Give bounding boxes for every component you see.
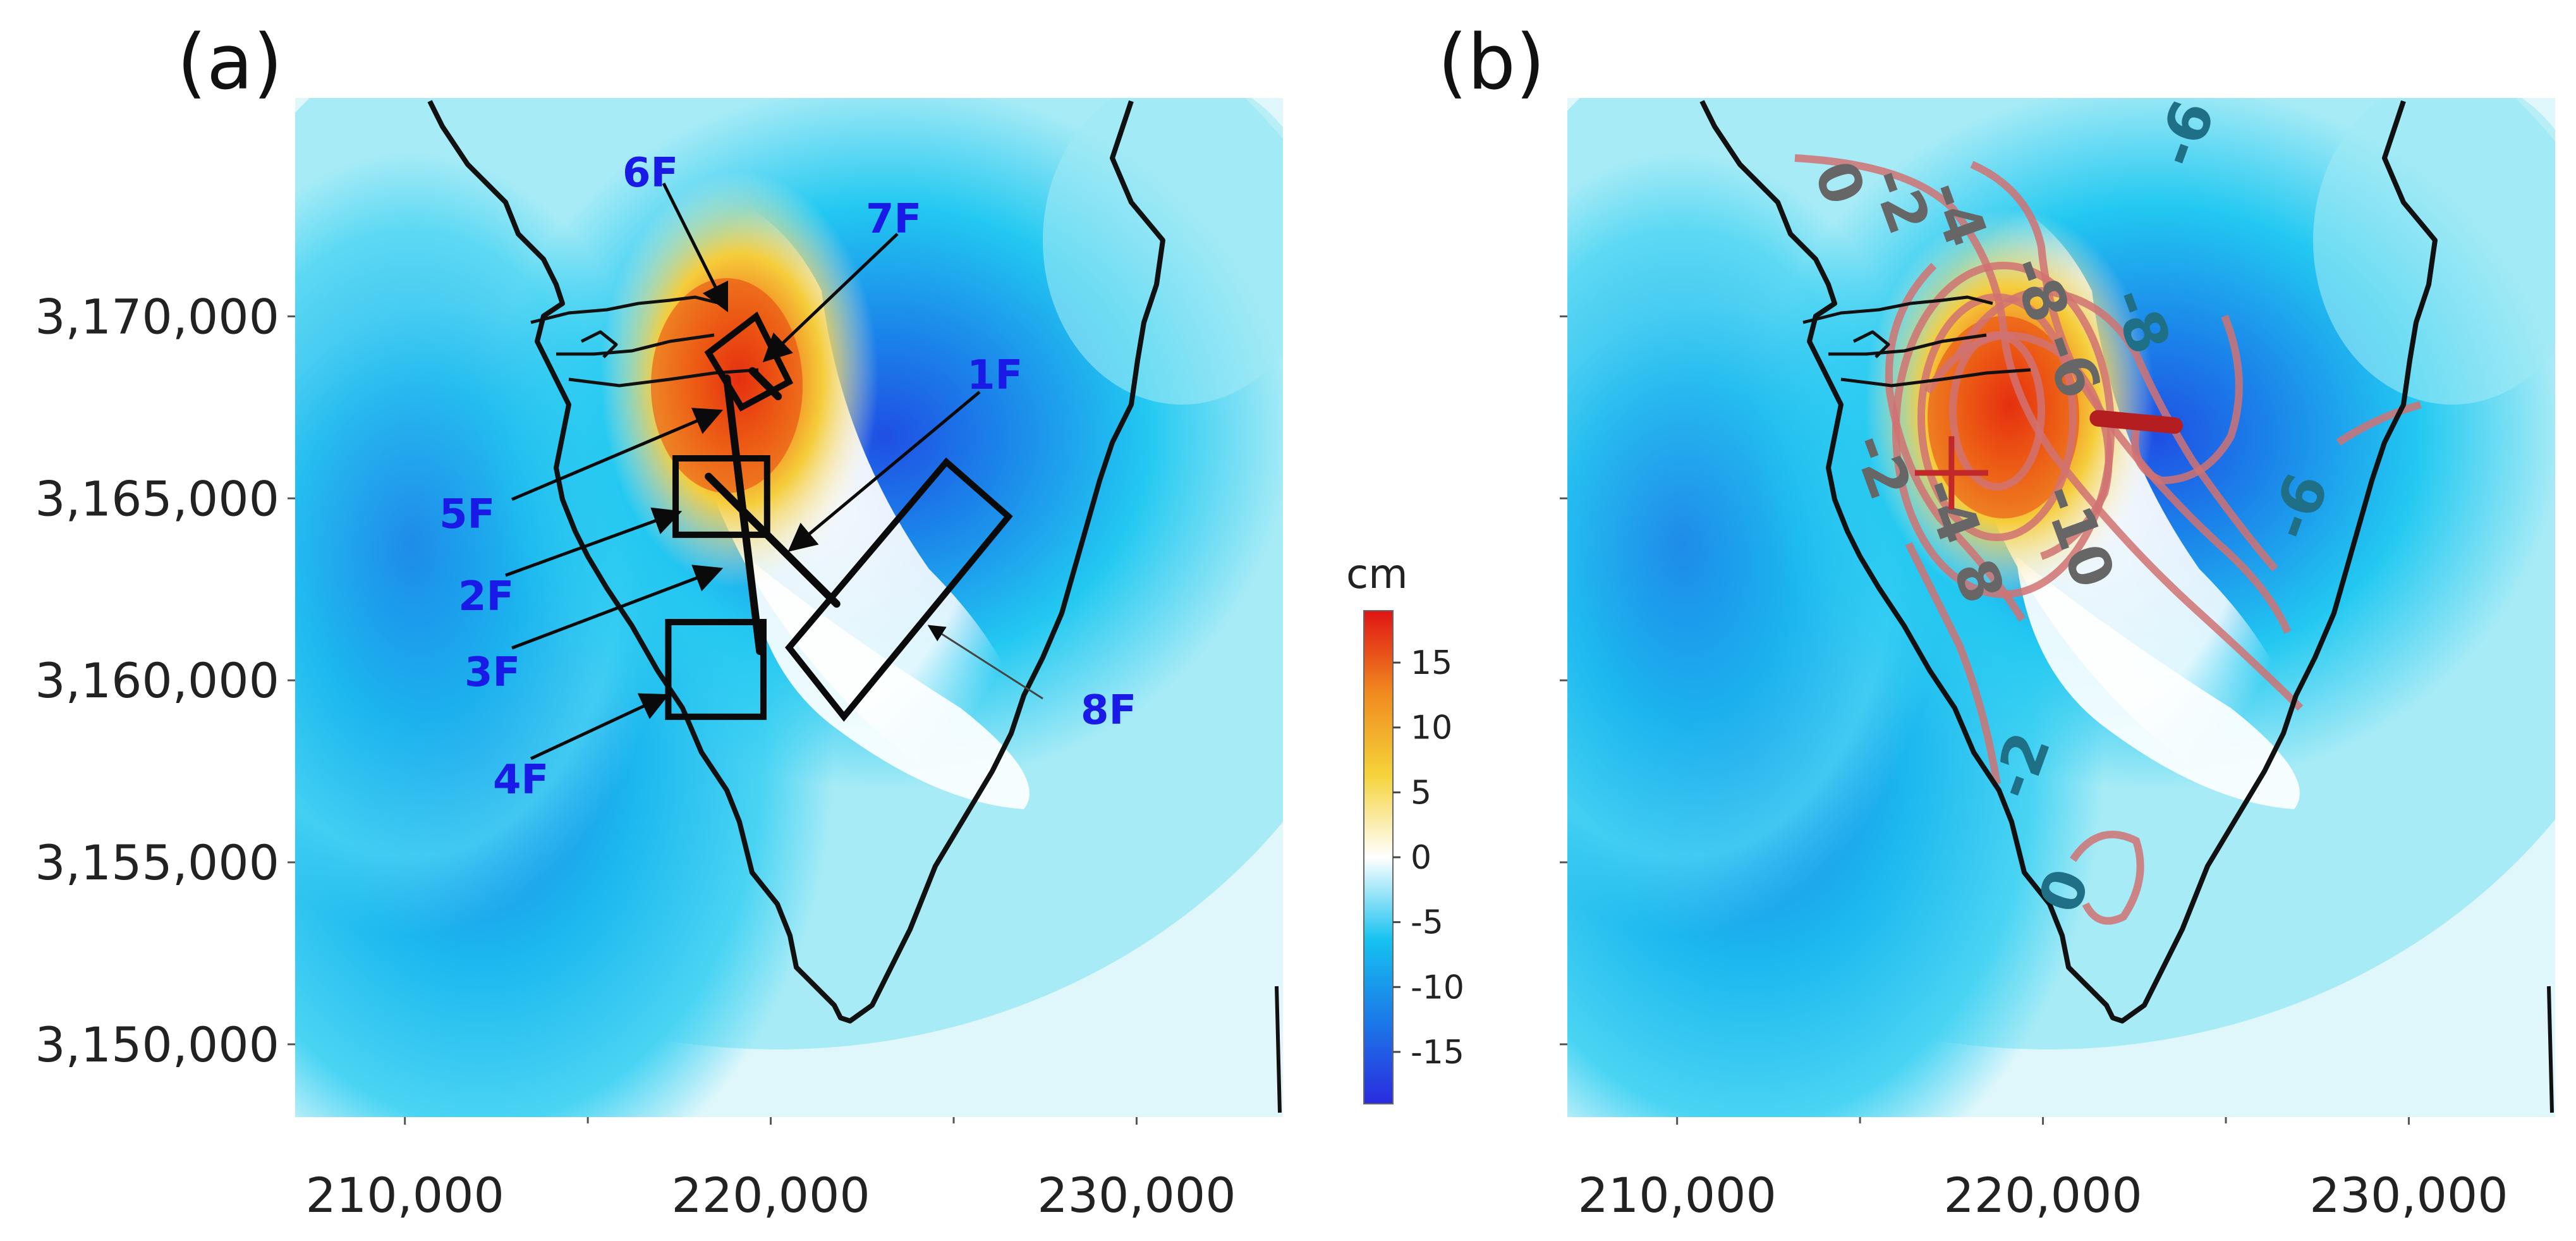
fault-7f-line — [748, 367, 782, 401]
y-tick-label: 3,160,000 — [35, 652, 279, 709]
fault-label-7f: 7F — [866, 196, 921, 243]
colorbar-tick-label: -5 — [1411, 904, 1443, 942]
colorbar-unit: cm — [1346, 551, 1408, 598]
contour-line — [1917, 293, 2077, 541]
colorbar-tick-label: 0 — [1411, 839, 1431, 877]
colorbar-tick-label: 5 — [1411, 774, 1431, 812]
fault-label-1f: 1F — [967, 352, 1023, 399]
x-tick-label: 210,000 — [306, 1167, 504, 1223]
pointer-8f — [927, 625, 1043, 700]
x-tick-label: 220,000 — [1943, 1167, 2142, 1223]
panel-b-edge-line — [2547, 986, 2554, 1113]
fault-1f-box — [785, 457, 1013, 722]
y-tick-label: 3,155,000 — [35, 834, 279, 891]
panel-a-fault-labels: 6F 7F 1F 5F 2F 3F 4F 8F — [439, 150, 1136, 804]
contour-line — [2131, 314, 2243, 485]
pointer-4f — [530, 693, 670, 761]
colorbar-tick-label: -10 — [1411, 969, 1464, 1006]
fault-label-3f: 3F — [465, 649, 520, 696]
fault-label-4f: 4F — [493, 757, 549, 804]
colorbar-tick-label: 10 — [1411, 709, 1452, 747]
contour-line — [1905, 542, 2001, 785]
panel-b-contours — [1794, 154, 2422, 925]
colorbar-bar — [1363, 610, 1394, 1104]
x-tick-label: 210,000 — [1578, 1167, 1777, 1223]
pointer-2f — [505, 507, 683, 577]
contour-line — [1970, 161, 2292, 634]
panel-b-heatmap — [1567, 98, 2555, 1117]
y-tick-label: 3,150,000 — [35, 1017, 279, 1073]
x-tick-label: 220,000 — [671, 1167, 870, 1223]
panel-a-coastline — [427, 100, 1165, 1024]
colorbar-tick-label: 15 — [1411, 644, 1452, 682]
contour-line — [1949, 331, 2045, 491]
pointer-3f — [511, 565, 724, 650]
fault-label-2f: 2F — [458, 573, 514, 620]
panel-b-label: (b) — [1438, 19, 1545, 107]
fault-3f-line — [705, 472, 841, 608]
colorbar-ticks: 15 10 5 0 -5 -10 -15 — [1393, 644, 1464, 1072]
fault-4f-box — [665, 619, 767, 720]
pointer-6f — [662, 182, 729, 313]
source-fault-marker — [2089, 410, 2183, 434]
source-cross-marker — [1914, 436, 1988, 510]
y-tick-label: 3,165,000 — [35, 470, 279, 527]
pointer-1f — [787, 391, 981, 552]
fault-5f-line — [723, 374, 764, 656]
panel-a-label-pointers — [505, 182, 1043, 761]
panel-b-coastline — [1699, 100, 2438, 1024]
fault-label-8f: 8F — [1081, 687, 1136, 734]
panel-a-axes: 210,000 220,000 230,000 3,170,000 3,165,000 3… — [35, 288, 1236, 1223]
panel-b-axes: 210,000 220,000 230,000 — [1560, 315, 2508, 1223]
contour-line — [2070, 831, 2144, 925]
x-tick-label: 230,000 — [1037, 1167, 1236, 1223]
contour-line — [1794, 154, 2304, 711]
fault-label-5f: 5F — [439, 491, 495, 538]
colorbar-tick-label: -15 — [1411, 1034, 1464, 1072]
panel-b-caldera — [1802, 295, 2031, 388]
pointer-7f — [762, 233, 899, 363]
panel-b-source-markers — [1914, 410, 2183, 510]
panel-a-edge-line — [1275, 986, 1282, 1113]
panel-a-caldera — [530, 295, 759, 388]
y-tick-label: 3,170,000 — [35, 288, 279, 345]
x-tick-label: 230,000 — [2309, 1167, 2508, 1223]
pointer-5f — [511, 408, 724, 501]
panel-a-heatmap — [295, 98, 1283, 1117]
panel-b: (b) — [1438, 19, 2555, 1223]
contour-line — [2336, 401, 2422, 446]
panel-a-label: (a) — [177, 19, 283, 107]
panel-a: (a) — [35, 19, 1283, 1223]
contour-line — [1885, 262, 2026, 622]
fault-label-6f: 6F — [623, 150, 678, 197]
colorbar: cm 15 10 5 0 -5 -10 -15 — [1346, 551, 1464, 1104]
